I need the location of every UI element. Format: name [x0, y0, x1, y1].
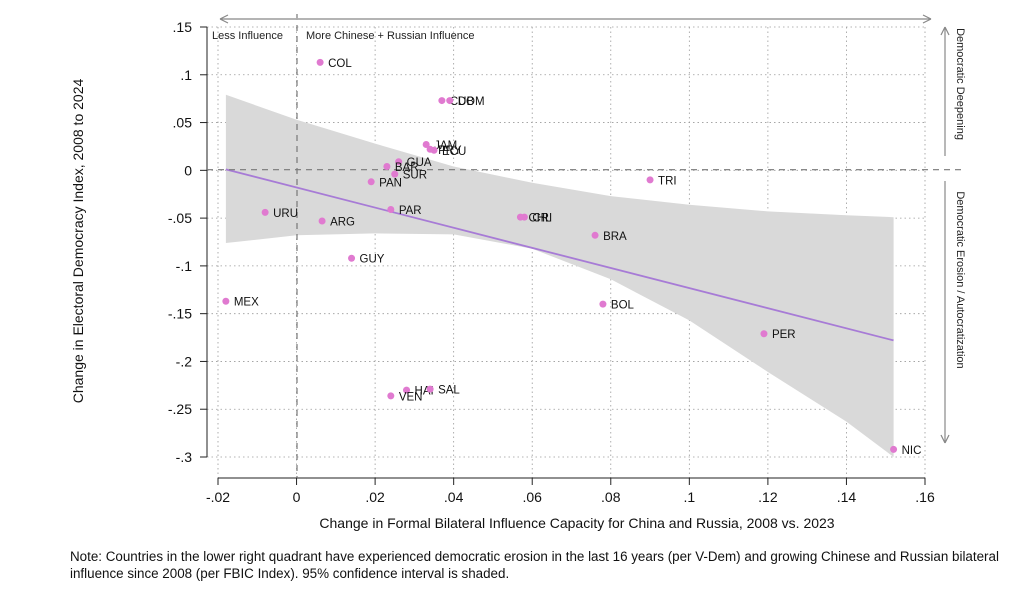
point-label: URU [273, 208, 298, 220]
x-tick-label: 0 [293, 489, 301, 505]
data-point [348, 254, 356, 262]
fit-line [225, 168, 894, 342]
data-point [403, 386, 411, 394]
point-label: ECU [442, 146, 466, 158]
scatter-chart: .15 .1 .05 0 -.05 -.1 -.15 -.2 -.25 -.3 -.02 0 .02 .0… [70, 14, 966, 531]
x-tick-label: .1 [683, 489, 695, 505]
right-arrowhead-icon [922, 14, 932, 24]
y-tick-label: .15 [173, 19, 193, 35]
point-label: SUR [403, 170, 427, 182]
data-point [387, 392, 395, 400]
point-label: PER [772, 329, 796, 341]
data-point [383, 163, 391, 171]
point-label: CHL [528, 213, 552, 225]
point-label: MEX [234, 297, 259, 309]
axes: .15 .1 .05 0 -.05 -.1 -.15 -.2 -.25 -.3 -.02 0 .02 .0… [168, 19, 935, 505]
democratic-deepening-label: Democratic Deepening [954, 28, 966, 140]
point-label: BOL [611, 300, 635, 312]
y-tick-label: .1 [180, 67, 192, 83]
y-axis-title: Change in Electoral Democracy Index, 200… [70, 79, 86, 404]
less-influence-label: Less Influence [212, 30, 283, 42]
more-influence-label: More Chinese + Russian Influence [306, 30, 474, 42]
data-point [520, 213, 528, 221]
y-tick-label: -.1 [176, 258, 193, 274]
data-point [387, 206, 395, 214]
data-point [760, 330, 768, 338]
data-point [426, 385, 434, 393]
x-tick-label: -.02 [206, 489, 230, 505]
data-point [318, 217, 326, 225]
data-point [599, 300, 607, 308]
y-tick-label: -.15 [168, 306, 192, 322]
point-label: GUA [407, 157, 432, 169]
data-point [367, 178, 375, 186]
fit-line-layer [225, 168, 894, 342]
data-point [422, 141, 430, 149]
x-tick-label: .08 [601, 489, 621, 505]
data-point [646, 176, 654, 184]
point-label: CRI [532, 213, 552, 225]
confidence-band [225, 94, 894, 458]
point-label: BAR [395, 162, 419, 174]
y-tick-label: -.05 [168, 210, 192, 226]
x-axis-title: Change in Formal Bilateral Influence Cap… [319, 515, 834, 531]
point-label: JAM [434, 140, 457, 152]
data-point [316, 58, 324, 66]
point-label: ARG [330, 216, 355, 228]
y-tick-label: -.3 [176, 449, 193, 465]
data-point [261, 208, 269, 216]
point-label: PAR [399, 205, 422, 217]
data-point [591, 231, 599, 239]
data-point [395, 158, 403, 166]
point-label: SAL [438, 385, 460, 397]
y-tick-label: -.25 [168, 401, 192, 417]
point-label: PRY [438, 145, 462, 157]
chart-note: Note: Countries in the lower right quadr… [70, 549, 999, 581]
x-tick-label: .02 [365, 489, 385, 505]
x-tick-label: .12 [758, 489, 778, 505]
reference-lines [207, 14, 962, 478]
y-tick-label: 0 [184, 162, 192, 178]
data-point [446, 97, 454, 105]
data-point [438, 97, 446, 105]
up-arrowhead-icon [940, 26, 950, 36]
x-tick-label: .06 [522, 489, 542, 505]
data-point [391, 170, 399, 178]
point-label: TRI [658, 175, 677, 187]
confidence-band-layer [225, 94, 894, 458]
data-point [222, 297, 230, 305]
point-label: CUB [450, 96, 475, 108]
data-point [890, 445, 898, 453]
x-tick-label: .16 [915, 489, 935, 505]
point-label: COL [328, 58, 352, 70]
point-label: BRA [603, 231, 627, 243]
x-tick-label: .14 [837, 489, 857, 505]
x-tick-label: .04 [444, 489, 464, 505]
data-point [430, 146, 438, 154]
point-label: PAN [379, 177, 402, 189]
y-tick-label: .05 [173, 115, 193, 131]
left-arrowhead-icon [219, 14, 229, 24]
democratic-erosion-label: Democratic Erosion / Autocratization [954, 191, 966, 368]
point-label: NIC [902, 445, 922, 457]
y-tick-label: -.2 [176, 353, 193, 369]
down-arrowhead-icon [940, 434, 950, 444]
point-label: DOM [458, 96, 485, 108]
point-label: GUY [360, 254, 385, 266]
point-label: VEN [399, 391, 423, 403]
